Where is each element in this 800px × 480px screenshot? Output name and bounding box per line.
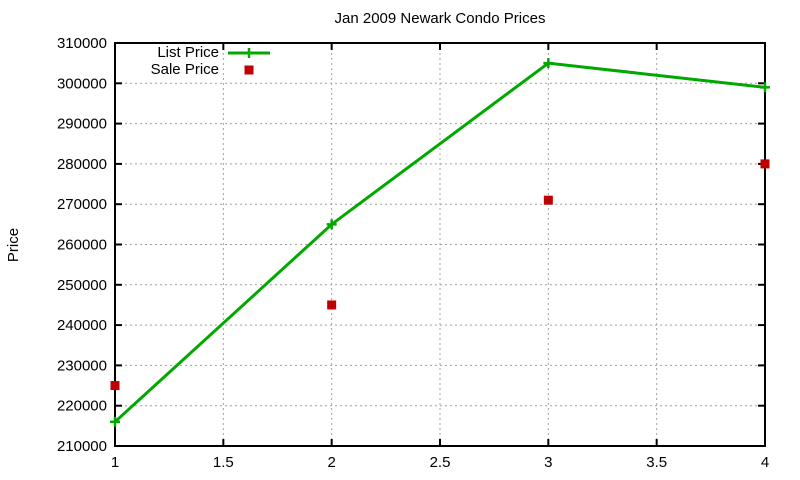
plus-marker [543, 58, 554, 69]
x-tick-labels: 1 1.5 2 2.5 3 3.5 4 [111, 454, 769, 471]
y-tick-labels: 210000 220000 230000 240000 250000 260000 2700… [57, 35, 107, 455]
y-tick-label: 250000 [57, 277, 107, 294]
square-marker [760, 159, 770, 169]
x-tick-label: 2 [327, 454, 335, 471]
plus-marker [326, 219, 337, 230]
y-tick-label: 280000 [57, 156, 107, 173]
legend: List Price Sale Price [127, 44, 271, 78]
y-tick-label: 210000 [57, 438, 107, 455]
legend-line-plus-sample-icon [228, 47, 270, 58]
y-tick-label: 240000 [57, 317, 107, 334]
chart-title: Jan 2009 Newark Condo Prices [334, 10, 546, 27]
x-tick-label: 1.5 [213, 454, 234, 471]
plus-marker [110, 416, 120, 427]
square-marker [543, 195, 553, 205]
series-line [113, 61, 766, 423]
y-tick-label: 310000 [57, 35, 107, 52]
square-marker [110, 381, 120, 391]
y-tick-label: 300000 [57, 75, 107, 92]
square-marker [327, 300, 337, 310]
x-tick-label: 3.5 [646, 454, 667, 471]
y-tick-label: 260000 [57, 237, 107, 254]
plus-marker [760, 82, 770, 93]
series-list-price [110, 58, 770, 427]
legend-entry-list-price: List Price [127, 44, 271, 61]
series-sale-price [110, 159, 770, 391]
legend-square-sample-icon [244, 65, 254, 74]
legend-entry-sale-price: Sale Price [127, 61, 271, 78]
legend-label-sale-price: Sale Price [150, 61, 219, 78]
y-tick-label: 270000 [57, 196, 107, 213]
y-tick-label: 220000 [57, 398, 107, 415]
x-tick-label: 1 [111, 454, 119, 471]
plus-marker [244, 47, 254, 58]
x-tick-label: 4 [761, 454, 769, 471]
y-tick-label: 290000 [57, 116, 107, 133]
legend-label-list-price: List Price [157, 44, 219, 61]
x-tick-label: 2.5 [430, 454, 451, 471]
x-tick-label: 3 [544, 454, 552, 471]
legend-square [244, 65, 254, 74]
plot-border [114, 42, 766, 447]
gridlines [115, 43, 765, 446]
y-tick-label: 230000 [57, 357, 107, 374]
